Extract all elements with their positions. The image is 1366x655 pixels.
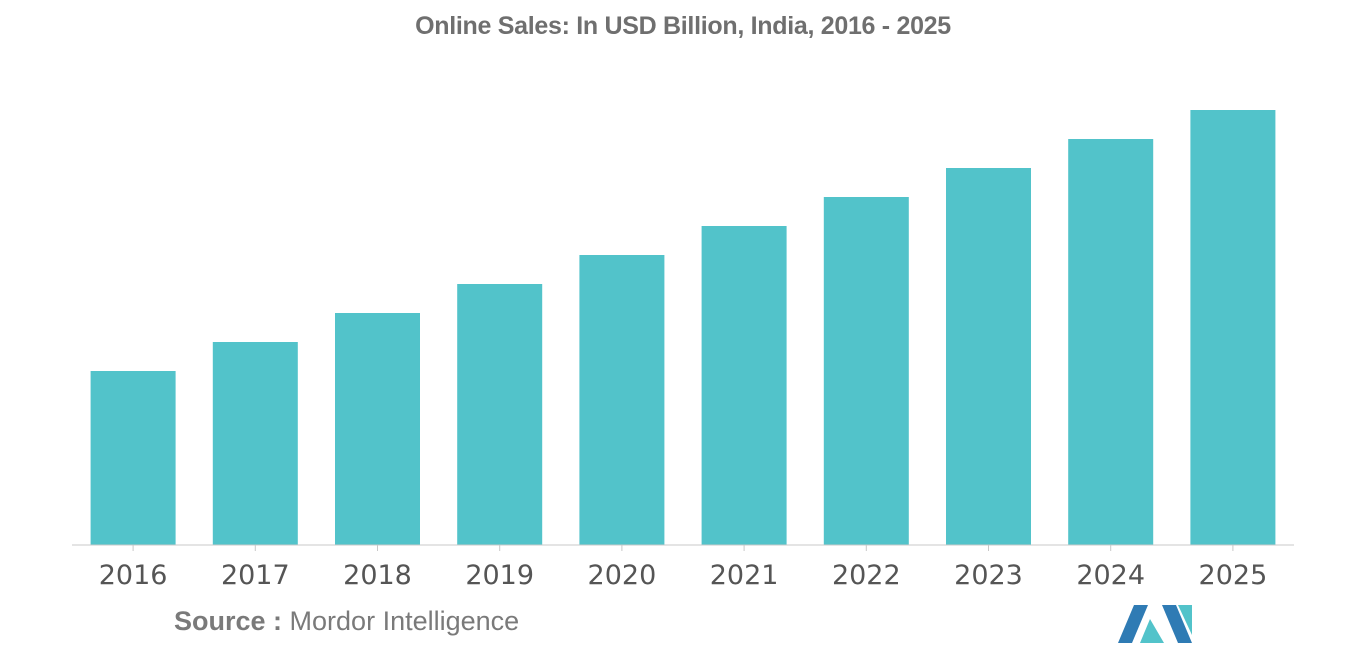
- x-tick-label-2020: 2020: [588, 560, 657, 591]
- x-tick-label-2016: 2016: [99, 560, 168, 591]
- x-tick-label-2025: 2025: [1199, 560, 1268, 591]
- bar-2023: [946, 168, 1031, 545]
- logo-shape-right: [1162, 605, 1192, 643]
- chart-title: Online Sales: In USD Billion, India, 201…: [415, 12, 951, 40]
- logo-shape-mid: [1140, 619, 1164, 643]
- x-tick-label-2017: 2017: [221, 560, 290, 591]
- source-note: Source : Mordor Intelligence: [174, 606, 519, 637]
- source-value: Mordor Intelligence: [289, 606, 520, 636]
- x-tick-label-2023: 2023: [954, 560, 1023, 591]
- x-tick-label-2019: 2019: [465, 560, 534, 591]
- x-tick-label-2018: 2018: [343, 560, 412, 591]
- x-tick-label-2021: 2021: [710, 560, 779, 591]
- bar-2021: [701, 226, 787, 545]
- bar-2018: [335, 313, 420, 545]
- x-tick-label-2022: 2022: [832, 560, 901, 591]
- bar-chart: 2016 2017 2018 2019 2020 2021 2022 2023 2024 2025: [72, 110, 1294, 591]
- ticks-layer: [132, 545, 1234, 551]
- bar-2017: [212, 342, 298, 545]
- bars-layer: [90, 110, 1276, 545]
- logo-shape-left: [1118, 605, 1148, 643]
- bar-2016: [90, 371, 176, 545]
- bar-2024: [1068, 139, 1154, 545]
- logo-shape-right-accent: [1178, 605, 1192, 635]
- bar-2025: [1190, 110, 1276, 545]
- bar-2020: [579, 255, 665, 545]
- source-label: Source :: [174, 606, 283, 636]
- x-tick-label-2024: 2024: [1076, 560, 1145, 591]
- bar-2022: [823, 197, 909, 545]
- mordor-intelligence-logo-icon: [1118, 605, 1192, 643]
- bar-2019: [457, 284, 543, 545]
- tick-labels-layer: 2016 2017 2018 2019 2020 2021 2022 2023 2024 2025: [99, 560, 1268, 591]
